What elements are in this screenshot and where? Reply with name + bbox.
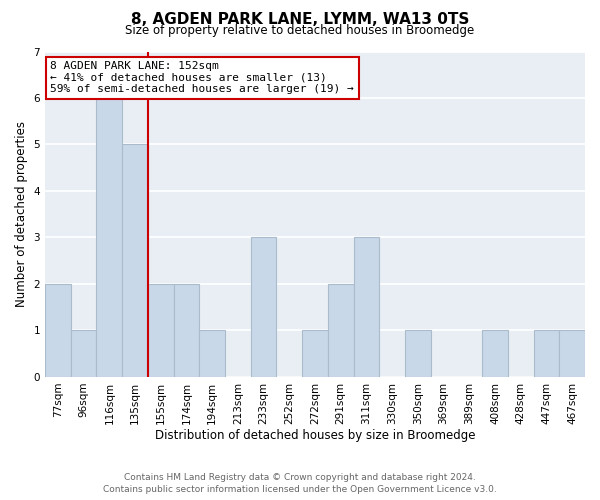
Bar <box>148 284 173 377</box>
Bar <box>302 330 328 377</box>
Text: 8 AGDEN PARK LANE: 152sqm
← 41% of detached houses are smaller (13)
59% of semi-: 8 AGDEN PARK LANE: 152sqm ← 41% of detac… <box>50 62 354 94</box>
Bar <box>328 284 353 377</box>
Bar <box>173 284 199 377</box>
Y-axis label: Number of detached properties: Number of detached properties <box>15 121 28 307</box>
Bar <box>405 330 431 377</box>
Bar <box>97 98 122 377</box>
Bar <box>251 238 277 377</box>
Bar <box>559 330 585 377</box>
Bar <box>533 330 559 377</box>
Text: Contains HM Land Registry data © Crown copyright and database right 2024.
Contai: Contains HM Land Registry data © Crown c… <box>103 472 497 494</box>
Text: Size of property relative to detached houses in Broomedge: Size of property relative to detached ho… <box>125 24 475 37</box>
Text: 8, AGDEN PARK LANE, LYMM, WA13 0TS: 8, AGDEN PARK LANE, LYMM, WA13 0TS <box>131 12 469 26</box>
Bar <box>45 284 71 377</box>
Bar <box>199 330 225 377</box>
Bar <box>482 330 508 377</box>
Bar <box>122 144 148 377</box>
X-axis label: Distribution of detached houses by size in Broomedge: Distribution of detached houses by size … <box>155 430 475 442</box>
Bar <box>353 238 379 377</box>
Bar <box>71 330 97 377</box>
